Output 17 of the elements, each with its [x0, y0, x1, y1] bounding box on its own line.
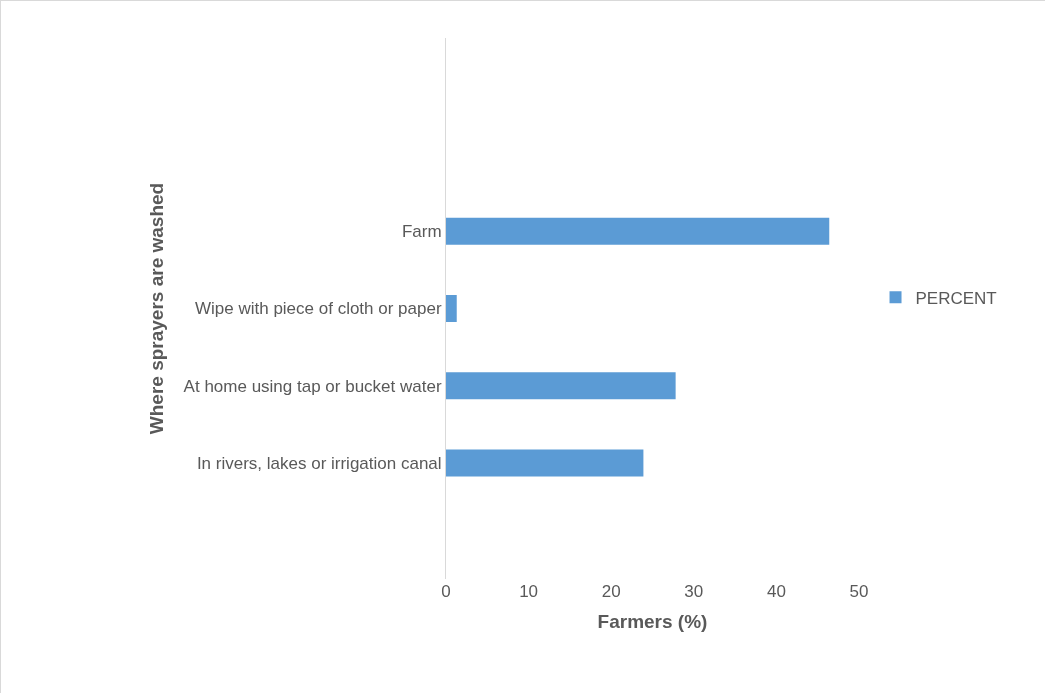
y-tick-label: In rivers, lakes or irrigation canal: [196, 454, 442, 474]
x-tick-label: 30: [684, 582, 704, 601]
x-axis-title: Farmers (%): [597, 610, 708, 632]
x-tick-label: 10: [519, 582, 539, 601]
bar: [446, 294, 457, 323]
bar: [446, 372, 676, 400]
x-tick-label: 20: [601, 582, 621, 601]
legend-label: PERCENT: [915, 288, 997, 308]
y-tick-label: At home using tap or bucket water: [183, 376, 442, 396]
x-tick-label: 0: [441, 582, 451, 601]
x-tick-label: 50: [849, 582, 869, 601]
x-tick-label: 40: [766, 582, 786, 601]
y-axis-title: Where sprayers are washed: [146, 182, 168, 435]
bar: [446, 217, 830, 245]
y-tick-label: Farm: [401, 222, 442, 242]
bar: [446, 449, 644, 477]
y-tick-label: Wipe with piece of cloth or paper: [194, 299, 442, 319]
